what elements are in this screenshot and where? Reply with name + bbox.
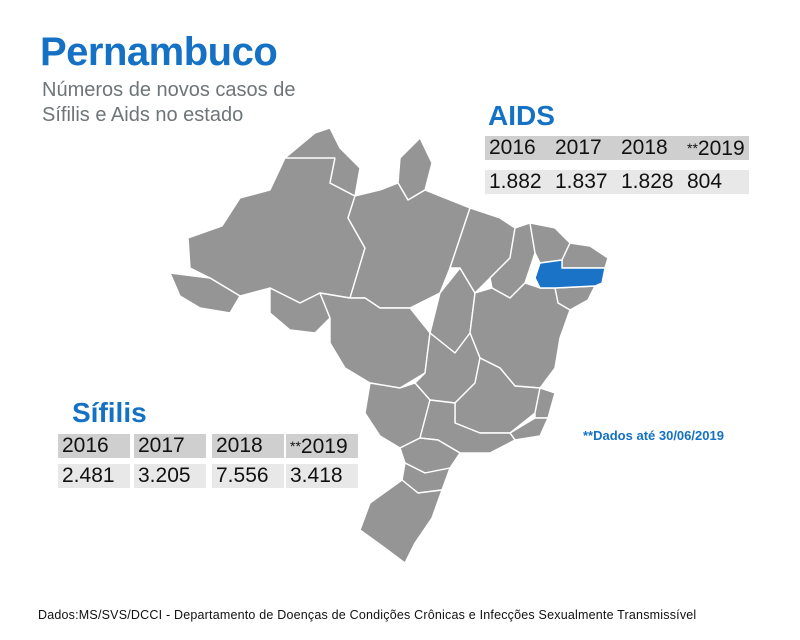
aids-value-2019: 804	[683, 170, 749, 194]
sifilis-year-2016: 2016	[58, 434, 130, 458]
aids-year-2016: 2016	[485, 136, 551, 160]
sifilis-year-2017: 2017	[134, 434, 206, 458]
aids-value-2018: 1.828	[617, 170, 683, 194]
page-subtitle: Números de novos casos de Sífilis e Aids…	[42, 79, 296, 126]
sifilis-value-2017: 3.205	[134, 464, 206, 488]
aids-year-2019: **2019	[683, 136, 749, 160]
sifilis-title: Sífilis	[72, 397, 147, 428]
source-credit: Dados:MS/SVS/DCCI - Departamento de Doen…	[38, 608, 697, 622]
state-rn-pb	[561, 242, 609, 269]
state-mato-grosso	[319, 292, 431, 389]
aids-value-2017: 1.837	[551, 170, 617, 194]
state-rondonia	[269, 287, 331, 334]
sifilis-value-2019: 3.418	[286, 464, 358, 488]
brazil-map	[170, 127, 609, 564]
state-maranhao	[449, 207, 516, 294]
state-roraima	[284, 127, 361, 197]
aids-year-2018: 2018	[617, 136, 683, 160]
aids-year-2017: 2017	[551, 136, 617, 160]
sifilis-year-2018: 2018	[212, 434, 284, 458]
data-note: **Dados até 30/06/2019	[583, 428, 724, 443]
state-pernambuco	[534, 259, 606, 289]
sifilis-value-2018: 7.556	[212, 464, 284, 488]
page-title: Pernambuco	[40, 30, 278, 74]
sifilis-year-2019: **2019	[286, 434, 358, 458]
aids-value-2016: 1.882	[485, 170, 551, 194]
sifilis-value-2016: 2.481	[58, 464, 130, 488]
state-acre	[170, 272, 241, 314]
aids-title: AIDS	[488, 100, 555, 131]
state-rio-grande-do-sul	[359, 479, 443, 564]
